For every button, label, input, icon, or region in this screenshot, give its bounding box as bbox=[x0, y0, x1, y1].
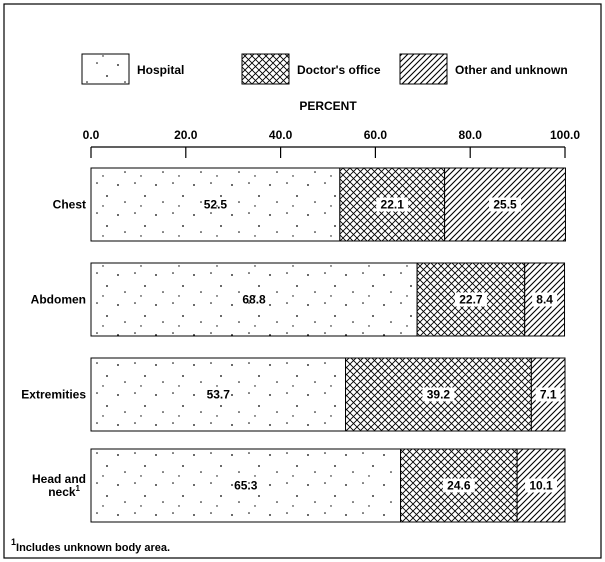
data-label-backing bbox=[489, 197, 522, 212]
data-label: 65.3 bbox=[234, 479, 258, 493]
legend-swatch-hospital bbox=[81, 53, 130, 85]
legend-swatch-other-unknown bbox=[399, 53, 448, 85]
data-label-backing bbox=[422, 387, 455, 402]
data-label: 68.8 bbox=[242, 293, 266, 307]
data-label-backing bbox=[532, 292, 558, 307]
data-label: 22.1 bbox=[381, 198, 405, 212]
category-label: neck1 bbox=[48, 484, 80, 499]
legend-label-other-unknown: Other and unknown bbox=[455, 63, 568, 77]
data-label-backing bbox=[376, 197, 409, 212]
data-label-backing bbox=[442, 478, 475, 493]
chart-frame bbox=[3, 3, 602, 559]
data-label: 24.6 bbox=[447, 479, 471, 493]
legend-label-hospital: Hospital bbox=[137, 63, 184, 77]
category-label: Extremities bbox=[21, 388, 86, 402]
legend-swatch-doctors-office bbox=[241, 53, 290, 85]
data-label: 22.7 bbox=[459, 293, 483, 307]
x-tick-label: 40.0 bbox=[269, 128, 293, 142]
legend-label-doctors-office: Doctor's office bbox=[297, 63, 381, 77]
data-label: 52.5 bbox=[204, 198, 228, 212]
data-label: 7.1 bbox=[540, 388, 557, 402]
x-tick-label: 100.0 bbox=[550, 128, 580, 142]
data-label: 53.7 bbox=[207, 388, 231, 402]
x-axis-title: PERCENT bbox=[299, 99, 357, 113]
bar-segment-hospital bbox=[90, 357, 347, 432]
legend: Hospital Doctor's office Other and unkno… bbox=[81, 53, 568, 85]
category-label: Head and bbox=[32, 472, 86, 486]
svg-text:1Includes unknown body area.: 1Includes unknown body area. bbox=[11, 537, 170, 554]
category-label: Abdomen bbox=[31, 293, 86, 307]
bar-segment-hospital bbox=[90, 167, 341, 242]
data-label: 10.1 bbox=[529, 479, 553, 493]
data-label: 25.5 bbox=[493, 198, 517, 212]
legend-item-other-unknown: Other and unknown bbox=[399, 53, 568, 85]
bar-segment-hospital bbox=[90, 262, 418, 337]
legend-item-doctors-office: Doctor's office bbox=[241, 53, 381, 85]
x-axis: 0.0 20.0 40.0 60.0 80.0 100.0 bbox=[83, 128, 580, 158]
footnote-marker: 1 bbox=[11, 537, 16, 547]
x-tick-label: 80.0 bbox=[459, 128, 483, 142]
bar-segment-hospital bbox=[90, 448, 402, 523]
category-label: Chest bbox=[53, 198, 86, 212]
data-label-backing bbox=[525, 478, 558, 493]
data-label-backing bbox=[535, 387, 561, 402]
category-footnote-marker: 1 bbox=[76, 484, 81, 493]
legend-item-hospital: Hospital bbox=[81, 53, 184, 85]
bars: 52.5 22.1 25.5 68.8 22.7 8.4 53.7 39.2 7.1 65.3 24… bbox=[90, 167, 566, 523]
footnote-text: Includes unknown body area. bbox=[16, 542, 170, 554]
data-label-backing bbox=[454, 292, 487, 307]
data-label: 39.2 bbox=[427, 388, 451, 402]
x-tick-label: 20.0 bbox=[174, 128, 198, 142]
x-tick-label: 0.0 bbox=[83, 128, 100, 142]
data-label: 8.4 bbox=[536, 293, 553, 307]
x-tick-label: 60.0 bbox=[364, 128, 388, 142]
footnote: 1Includes unknown body area. bbox=[11, 537, 170, 554]
